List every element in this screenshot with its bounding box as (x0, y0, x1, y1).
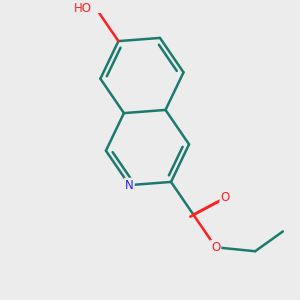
Text: N: N (125, 178, 134, 192)
Text: O: O (220, 191, 230, 204)
Text: O: O (211, 241, 220, 254)
Text: HO: HO (74, 2, 92, 15)
